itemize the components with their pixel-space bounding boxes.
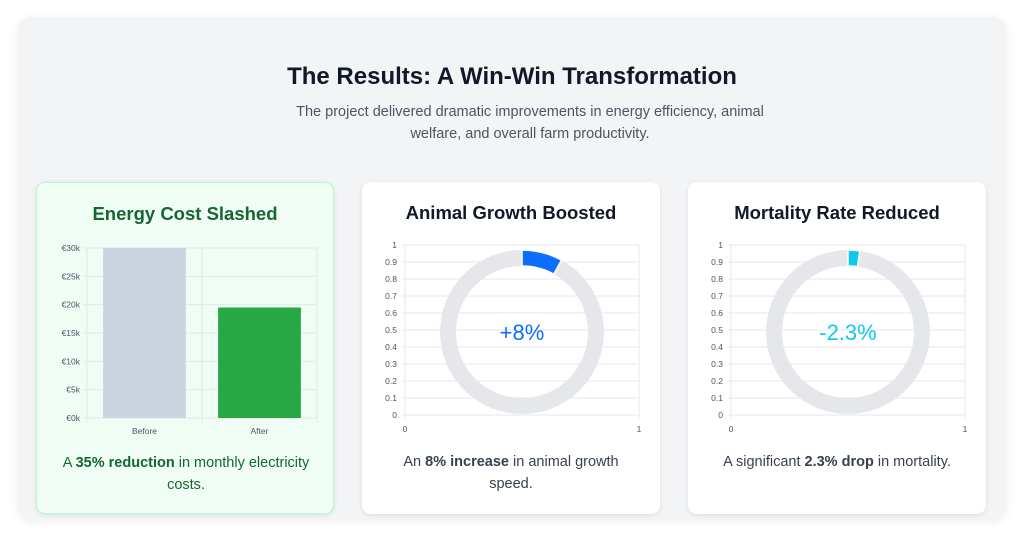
mortality-doughnut-chart: 0 0.1 0.2 0.3 0.4 0.5 0.6 0.7 0.8 0.9 1 0 1 -2.3%	[711, 240, 968, 434]
y-tick-label: 0	[392, 410, 397, 420]
y-tick-label: 0.9	[711, 257, 723, 267]
doughnut-slice-value	[521, 249, 563, 276]
caption-highlight: 8% increase	[425, 454, 509, 470]
caption-suffix: in animal growth speed.	[489, 454, 619, 492]
y-tick-label: 0.4	[385, 342, 397, 352]
bar-before	[103, 248, 186, 418]
doughnut-center-label: -2.3%	[819, 320, 876, 345]
y-tick-label: 0.7	[385, 291, 397, 301]
y-tick-label: 0	[718, 410, 723, 420]
y-tick-label: 1	[392, 240, 397, 250]
caption-suffix: in mortality.	[873, 454, 951, 470]
animal-growth-card: Animal Growth Boosted 0 0.1 0.2 0.3 0.4 0.5 0.…	[362, 182, 660, 514]
card-title: Mortality Rate Reduced	[734, 202, 940, 223]
y-tick-label: 0.5	[711, 325, 723, 335]
y-tick-label: 0.5	[385, 325, 397, 335]
caption-prefix: A	[62, 455, 76, 471]
results-panel: The Results: A Win-Win Transformation Th…	[18, 17, 1006, 519]
mortality-rate-card: Mortality Rate Reduced 0 0.1 0.2 0.3 0.4 0.5 0…	[688, 182, 986, 514]
y-tick-label: 0.1	[385, 393, 397, 403]
growth-doughnut-chart: 0 0.1 0.2 0.3 0.4 0.5 0.6 0.7 0.8 0.9 1 0 1 +8%	[385, 240, 642, 434]
caption-suffix: in monthly electricity costs.	[167, 455, 310, 493]
caption-highlight: 2.3% drop	[804, 454, 874, 470]
y-tick-label: €30k	[62, 243, 81, 253]
x-tick-label: After	[251, 426, 269, 436]
doughnut-slice-value	[847, 249, 861, 268]
x-tick-label: 1	[637, 424, 642, 434]
x-tick-label: 1	[963, 424, 968, 434]
card-caption: A 35% reduction in monthly electricity c…	[61, 452, 311, 496]
x-tick-label: 0	[729, 424, 734, 434]
card-title: Animal Growth Boosted	[405, 202, 617, 223]
energy-cost-card: Energy Cost Slashed €0k €5k €10k €15k €20k €2…	[36, 182, 334, 514]
y-tick-label: 0.2	[711, 376, 723, 386]
doughnut-center-label: +8%	[500, 320, 545, 345]
y-tick-label: €5k	[66, 385, 80, 395]
card-caption: A significant 2.3% drop in mortality.	[712, 451, 962, 473]
card-caption: An 8% increase in animal growth speed.	[386, 451, 636, 495]
y-tick-label: 0.9	[385, 257, 397, 267]
card-title: Energy Cost Slashed	[92, 203, 278, 224]
y-tick-label: 0.6	[385, 308, 397, 318]
y-tick-label: €0k	[66, 413, 80, 423]
y-tick-label: €15k	[62, 328, 81, 338]
y-tick-label: 0.4	[711, 342, 723, 352]
caption-prefix: A significant	[723, 454, 805, 470]
y-tick-label: 0.7	[711, 291, 723, 301]
page-subtitle: The project delivered dramatic improveme…	[296, 104, 764, 142]
caption-highlight: 35% reduction	[75, 455, 175, 471]
y-tick-label: 0.3	[711, 359, 723, 369]
y-tick-label: 1	[718, 240, 723, 250]
x-tick-label: 0	[403, 424, 408, 434]
energy-bar-chart: €0k €5k €10k €15k €20k €25k €30k Before After	[62, 243, 318, 436]
bar-after	[218, 307, 301, 418]
y-tick-label: 0.8	[711, 274, 723, 284]
y-tick-label: 0.3	[385, 359, 397, 369]
y-tick-label: €25k	[62, 271, 81, 281]
caption-prefix: An	[403, 454, 426, 470]
y-tick-label: 0.2	[385, 376, 397, 386]
y-tick-label: 0.8	[385, 274, 397, 284]
y-tick-label: €20k	[62, 300, 81, 310]
page-title: The Results: A Win-Win Transformation	[287, 63, 737, 90]
y-tick-label: 0.1	[711, 393, 723, 403]
x-tick-label: Before	[132, 426, 157, 436]
y-tick-label: 0.6	[711, 308, 723, 318]
y-tick-label: €10k	[62, 356, 81, 366]
